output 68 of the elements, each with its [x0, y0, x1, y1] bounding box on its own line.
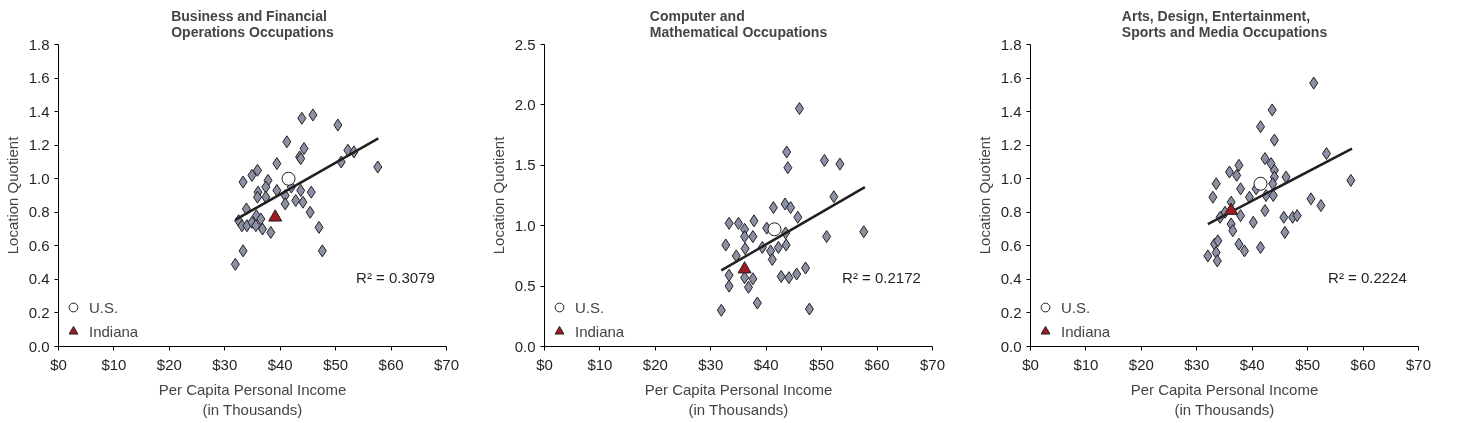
legend-label: Indiana: [575, 321, 625, 342]
x-tick-label: $30: [212, 355, 238, 373]
y-tick-label: 1.8: [28, 35, 50, 53]
x-tick-label: $40: [753, 355, 779, 373]
y-tick-label: 0.4: [28, 270, 50, 288]
y-tick-label: 0.8: [28, 203, 50, 221]
y-tick-label: 0.8: [1000, 203, 1022, 221]
x-tick-label: $20: [1128, 355, 1154, 373]
x-tick-label: $0: [50, 355, 67, 373]
x-tick-label: $50: [1295, 355, 1321, 373]
y-tick-label: 0.4: [1000, 270, 1022, 288]
y-tick-label: 1.6: [1000, 69, 1022, 87]
y-tick-label: 1.4: [28, 102, 50, 120]
annotation: R² = 0.2172: [842, 269, 921, 287]
y-tick-label: 0.5: [514, 277, 536, 295]
y-tick-label: 1.5: [514, 156, 536, 174]
legend-label: U.S.: [89, 297, 119, 318]
x-tick-label: $70: [919, 355, 946, 373]
y-tick-label: 1.0: [1000, 169, 1022, 187]
y-tick-label: 1.4: [1000, 102, 1022, 120]
chart-title: Business and Financial Operations Occupations: [171, 7, 335, 40]
y-axis-title: Location Quotient: [975, 135, 993, 255]
chart-title: Arts, Design, Entertainment, Sports and Media Occupations: [1121, 7, 1328, 40]
y-tick-label: 0.2: [28, 303, 50, 321]
y-tick-label: 1.2: [28, 136, 50, 154]
x-tick-label: $60: [864, 355, 890, 373]
y-tick-label: 0.6: [28, 236, 50, 254]
x-tick-label: $20: [156, 355, 182, 373]
y-tick-label: 1.0: [28, 169, 50, 187]
x-tick-label: $40: [267, 355, 293, 373]
annotation: R² = 0.2224: [1328, 269, 1407, 287]
y-tick-label: 1.8: [1000, 35, 1022, 53]
y-tick-label: 0.0: [1000, 337, 1022, 355]
x-tick-label: $20: [642, 355, 668, 373]
y-tick-label: 0.0: [28, 337, 50, 355]
x-tick-label: $30: [1184, 355, 1210, 373]
x-tick-label: $10: [101, 355, 127, 373]
x-tick-label: $0: [536, 355, 553, 373]
x-axis-title: Per Capita Personal Income (in Thousands): [644, 380, 833, 418]
annotation: R² = 0.3079: [356, 269, 435, 287]
y-tick-label: 2.5: [514, 35, 536, 53]
y-tick-label: 1.2: [1000, 136, 1022, 154]
x-tick-label: $70: [1405, 355, 1432, 373]
y-tick-label: 1.6: [28, 69, 50, 87]
x-tick-label: $0: [1022, 355, 1039, 373]
chart-title: Computer and Mathematical Occupations: [649, 7, 828, 40]
y-tick-label: 0.6: [1000, 236, 1022, 254]
x-tick-label: $10: [587, 355, 613, 373]
x-axis-title: Per Capita Personal Income (in Thousands): [1130, 380, 1319, 418]
x-tick-label: $50: [809, 355, 835, 373]
x-tick-label: $30: [698, 355, 724, 373]
x-tick-label: $40: [1239, 355, 1265, 373]
y-axis-title: Location Quotient: [489, 135, 507, 255]
x-tick-label: $60: [378, 355, 404, 373]
x-tick-label: $10: [1073, 355, 1099, 373]
legend-label: U.S.: [1061, 297, 1091, 318]
x-tick-label: $70: [433, 355, 460, 373]
y-axis-title: Location Quotient: [3, 135, 21, 255]
x-tick-label: $60: [1350, 355, 1376, 373]
y-tick-label: 1.0: [514, 216, 536, 234]
legend-label: Indiana: [1061, 321, 1111, 342]
y-tick-label: 0.0: [514, 337, 536, 355]
legend-label: U.S.: [575, 297, 605, 318]
x-tick-label: $50: [323, 355, 349, 373]
y-tick-label: 0.2: [1000, 303, 1022, 321]
y-tick-label: 2.0: [514, 95, 536, 113]
x-axis-title: Per Capita Personal Income (in Thousands): [158, 380, 347, 418]
legend-label: Indiana: [89, 321, 139, 342]
